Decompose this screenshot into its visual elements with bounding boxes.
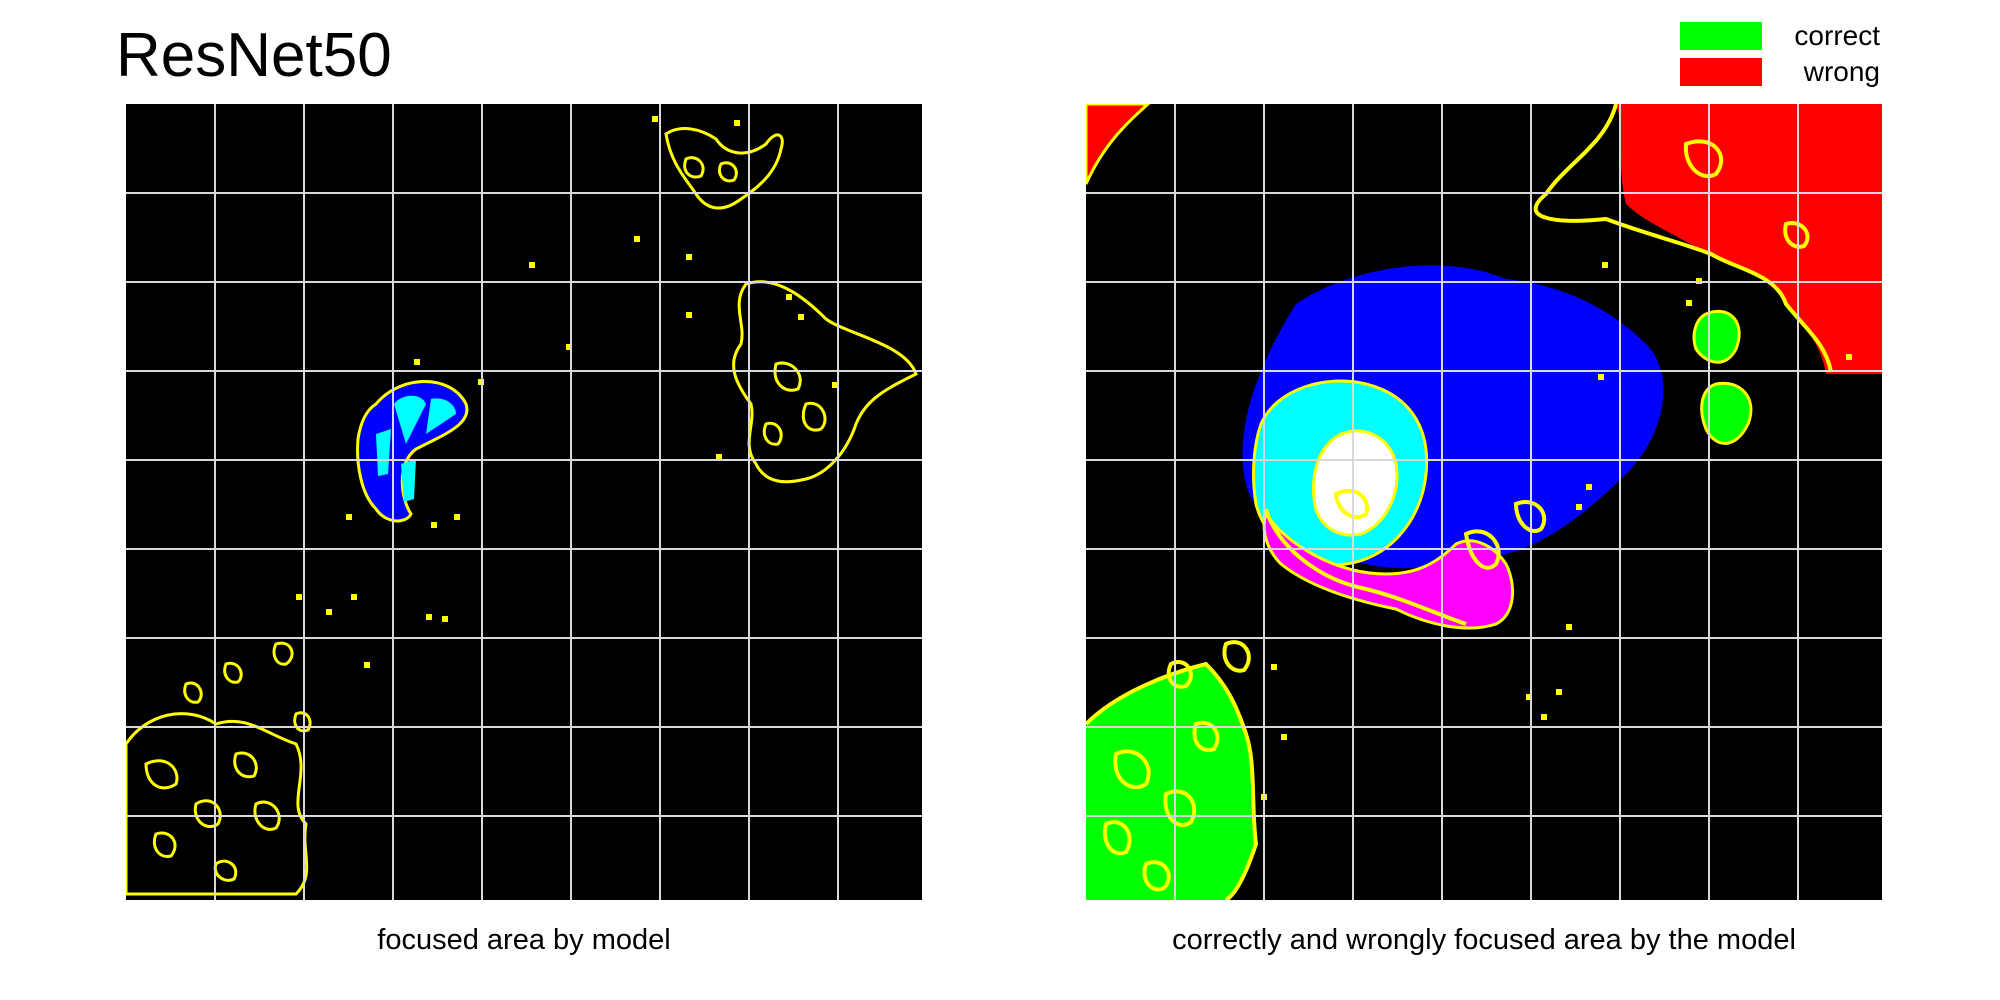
grid-lines-left xyxy=(126,104,922,900)
attention-map-left xyxy=(126,104,922,900)
attention-map-left-image xyxy=(126,104,922,900)
wrong-region-top-right xyxy=(1616,104,1882,374)
legend-swatch-wrong xyxy=(1680,58,1762,86)
correct-region-upper-right xyxy=(1692,310,1753,445)
attention-map-right xyxy=(1086,104,1882,900)
figure-title: ResNet50 xyxy=(116,21,392,90)
caption-left: focused area by model xyxy=(377,924,671,956)
legend: correct wrong xyxy=(1680,18,1890,90)
focus-region-cyan xyxy=(376,395,456,502)
scatter-points-left xyxy=(296,116,838,668)
focus-region-white xyxy=(1311,429,1399,537)
legend-label-wrong: wrong xyxy=(1803,56,1880,87)
contour-cluster-lower-left xyxy=(126,641,312,896)
attention-map-right-image xyxy=(1086,104,1882,900)
legend-swatch-correct xyxy=(1680,22,1762,50)
caption-right: correctly and wrongly focused area by th… xyxy=(1172,924,1796,956)
legend-item-correct: correct xyxy=(1680,18,1890,54)
contour-lower-left xyxy=(1086,640,1259,900)
wrong-region-top-left-corner xyxy=(1086,104,1151,185)
legend-label-correct: correct xyxy=(1794,20,1880,51)
contour-cluster-upper-right xyxy=(664,127,918,484)
focus-region-magenta xyxy=(1262,510,1515,630)
grid-lines-right xyxy=(1086,104,1882,900)
contour-central xyxy=(1264,488,1547,626)
legend-item-wrong: wrong xyxy=(1680,54,1890,90)
